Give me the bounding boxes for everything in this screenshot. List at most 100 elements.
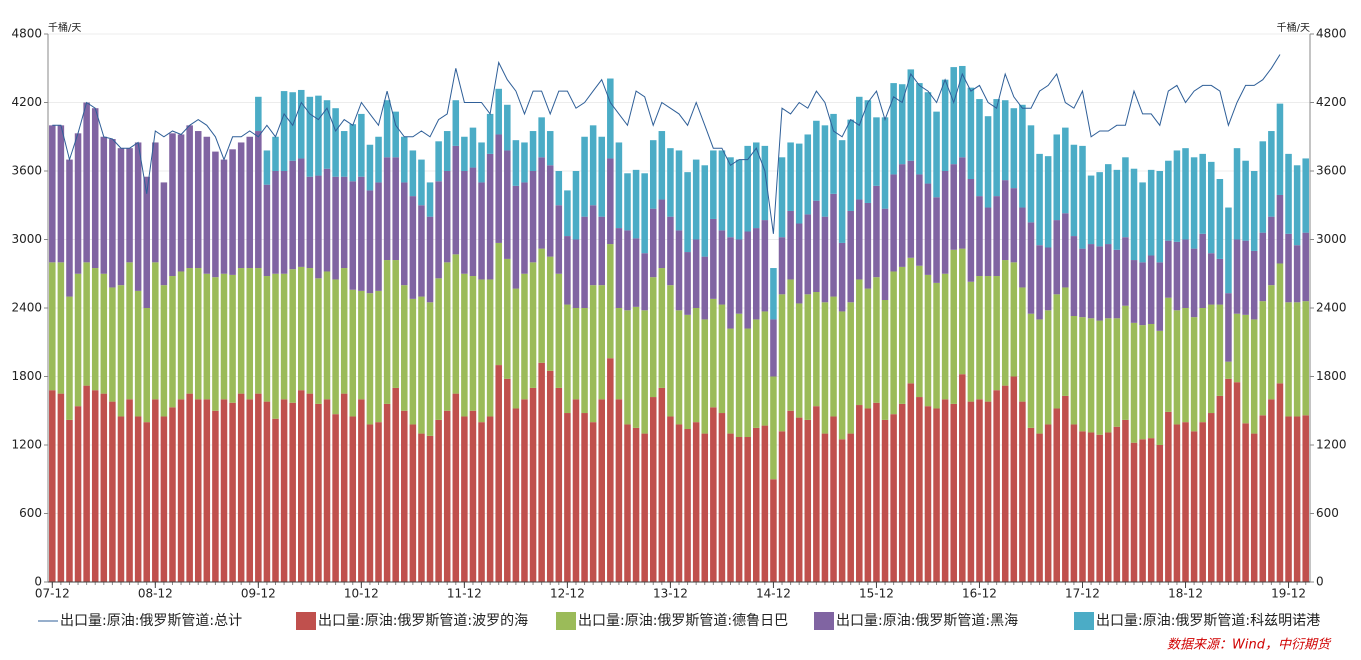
bar-segment [564, 413, 571, 582]
bar-segment [1147, 169, 1155, 256]
bar-segment [984, 401, 992, 582]
bar-segment [1113, 169, 1121, 250]
bar-segment [1225, 293, 1232, 362]
bar-segment [426, 435, 434, 582]
bar-segment [255, 131, 262, 269]
bar-segment [332, 176, 339, 280]
bar-segment [976, 276, 983, 400]
bar-segment [418, 205, 425, 297]
bar-segment [143, 176, 150, 308]
bar-segment [418, 159, 425, 206]
bar-segment [366, 293, 374, 425]
bar-segment [632, 306, 640, 428]
bar-segment [658, 268, 666, 388]
bar-segment [1250, 171, 1258, 251]
bar-segment [186, 268, 193, 394]
bar-segment [383, 403, 391, 582]
bar-segment [323, 271, 331, 400]
bar-segment [100, 273, 108, 394]
bar-segment [323, 168, 331, 272]
bar-segment [383, 260, 391, 404]
bar-segment [177, 399, 185, 582]
bar-segment [1147, 255, 1155, 324]
bar-segment [1087, 432, 1095, 582]
bar-segment [426, 182, 434, 217]
bar-segment [418, 433, 425, 582]
bar-segment [1165, 411, 1172, 582]
bar-segment [306, 176, 314, 269]
bar-segment [109, 401, 116, 582]
y-tick-label: 4800 [11, 27, 42, 41]
bar-segment [993, 390, 1000, 582]
bar-segment [1001, 385, 1009, 582]
bar-segment [761, 425, 769, 582]
bar-segment [486, 153, 494, 280]
bar-segment [186, 125, 193, 269]
bar-segment [1276, 103, 1284, 195]
bar-segment [804, 419, 812, 582]
bar-segment [598, 285, 605, 400]
bar-segment [967, 401, 975, 582]
bar-segment [383, 157, 391, 261]
bar-segment [358, 399, 365, 582]
bar-segment [1053, 294, 1061, 409]
bar-segment [933, 197, 940, 283]
bar-segment [297, 266, 305, 391]
bar-segment [1216, 178, 1224, 259]
bar-segment [607, 244, 614, 359]
bar-segment [856, 405, 863, 582]
bar-segment [692, 308, 700, 423]
y2-tick-label: 4200 [1316, 95, 1347, 109]
y-tick-label: 1200 [11, 438, 42, 452]
bar-segment [272, 171, 279, 274]
bar-segment [1044, 424, 1052, 582]
total-line [52, 54, 1281, 234]
bar-segment [1285, 302, 1292, 417]
bar-segment [555, 387, 563, 582]
legend-swatch [296, 612, 316, 630]
bar-segment [684, 429, 691, 582]
bar-segment [1285, 416, 1292, 582]
bar-segment [452, 145, 460, 255]
bar-segment [401, 136, 408, 183]
bar-segment [366, 144, 374, 191]
bar-segment [804, 294, 812, 420]
bar-segment [1139, 439, 1146, 582]
bar-segment [306, 393, 314, 582]
bar-segment [1173, 150, 1181, 242]
bar-segment [1096, 246, 1103, 321]
bar-segment [907, 257, 915, 384]
bar-segment [57, 262, 65, 394]
bar-segment [1182, 422, 1189, 582]
bar-segment [1070, 424, 1078, 582]
bar-segment [555, 171, 563, 206]
bar-segment [409, 424, 417, 582]
bar-segment [813, 406, 820, 582]
legend-label: 出口量:原油:俄罗斯管道:黑海 [836, 613, 1018, 629]
bar-segment [529, 131, 537, 171]
bar-segment [289, 160, 296, 270]
x-tick-label: 19-12 [1271, 587, 1306, 601]
bar-segment [555, 273, 563, 388]
bar-segment [873, 277, 880, 403]
bar-segment [1208, 161, 1215, 254]
bar-segment [1190, 248, 1198, 318]
bar-segment [1225, 207, 1232, 294]
bar-segment [1285, 233, 1292, 303]
bar-segment [521, 399, 528, 582]
bar-segment [203, 273, 211, 400]
bar-segment [109, 287, 116, 402]
bar-segment [1139, 182, 1146, 263]
bar-segment [813, 292, 820, 407]
bar-segment [555, 205, 563, 274]
bar-segment [1285, 153, 1292, 234]
bar-segment [1147, 323, 1155, 439]
bar-segment [950, 67, 957, 165]
bar-segment [1302, 232, 1309, 302]
y2-tick-label: 600 [1316, 506, 1339, 520]
bar-segment [624, 173, 631, 231]
bar-segment [323, 100, 331, 169]
bar-segment [152, 142, 159, 263]
bar-segment [778, 157, 786, 238]
